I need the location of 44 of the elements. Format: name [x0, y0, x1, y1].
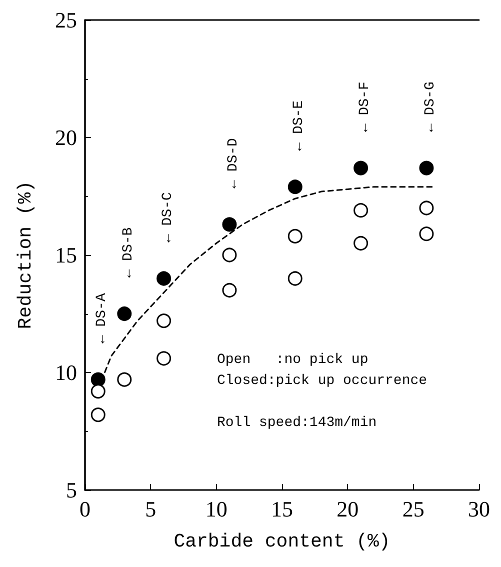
- annotation: Closed:pick up occurrence: [217, 373, 428, 389]
- x-tick-label: 15: [271, 496, 293, 522]
- y-tick-label: 15: [55, 242, 77, 268]
- x-axis-title: Carbide content (%): [174, 530, 390, 552]
- point: [90, 384, 106, 399]
- point: [117, 306, 132, 321]
- y-tick-label: 25: [55, 8, 77, 32]
- y-tick-label: 20: [55, 125, 77, 150]
- x-tick-label: 5: [145, 496, 156, 522]
- point: [156, 351, 172, 366]
- annotation: ← DS-C: [160, 192, 176, 242]
- point: [288, 228, 302, 244]
- point: [117, 372, 132, 387]
- annotation: ← DS-D: [225, 138, 242, 188]
- x-tick-label: 30: [468, 496, 490, 522]
- annotation: ← DS-A: [94, 292, 110, 344]
- point: [419, 160, 434, 176]
- annotation: Open :no pick up: [217, 352, 368, 368]
- point: [288, 180, 302, 194]
- point: [90, 372, 106, 387]
- y-tick-label: 10: [55, 360, 77, 385]
- point: [419, 226, 434, 242]
- annotation: ← DS-G: [422, 82, 438, 132]
- point: [354, 160, 368, 176]
- point: [419, 200, 434, 216]
- x-tick-label: 20: [336, 496, 359, 522]
- annotation: ← DS-E: [291, 100, 308, 151]
- y-axis-title: Reduction (%): [14, 180, 36, 330]
- point: [354, 203, 368, 218]
- point: [354, 236, 368, 250]
- annotation: Roll speed:143m/min: [217, 415, 377, 431]
- y-tick-label: 5: [66, 478, 77, 502]
- point: [222, 217, 237, 232]
- x-tick-label: 10: [205, 496, 228, 522]
- point: [156, 271, 172, 286]
- annotation: ← DS-B: [120, 227, 136, 278]
- point: [222, 248, 237, 262]
- x-tick-label: 25: [402, 496, 424, 522]
- point: [156, 314, 172, 328]
- point: [222, 283, 237, 298]
- annotation: ← DS-F: [356, 82, 373, 132]
- point: [90, 408, 106, 422]
- x-tick-label: 0: [80, 496, 90, 522]
- point: [288, 271, 302, 286]
